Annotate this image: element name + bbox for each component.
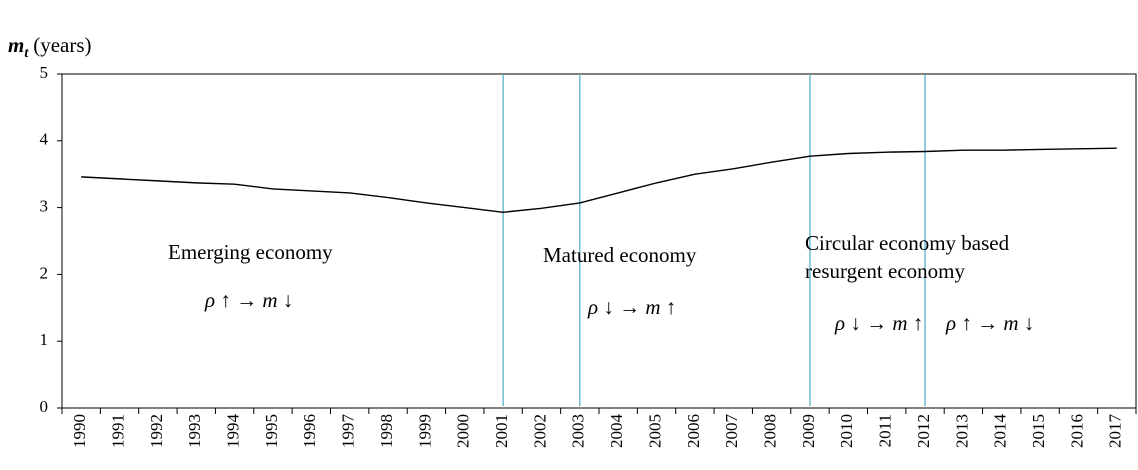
x-tick-label: 1993 (185, 414, 204, 448)
x-tick-label: 2007 (722, 414, 741, 449)
x-tick-label: 1999 (415, 414, 434, 448)
annotation: Circular economy based (805, 231, 1010, 255)
annotation: ρ ↓ → m ↑ (587, 295, 676, 319)
x-tick-label: 1997 (339, 414, 358, 449)
x-tick-label: 1990 (70, 414, 89, 448)
annotation: ρ ↑ → m ↓ (945, 311, 1034, 335)
x-tick-label: 2005 (645, 414, 664, 448)
annotation: Emerging economy (168, 240, 333, 264)
x-tick-label: 1994 (224, 414, 243, 449)
data-line (81, 147, 1117, 213)
x-tick-label: 2010 (837, 414, 856, 448)
x-tick-label: 2017 (1106, 414, 1125, 449)
y-tick-label: 1 (40, 330, 49, 349)
x-tick-label: 2011 (876, 414, 895, 447)
annotation: resurgent economy (805, 259, 965, 283)
x-tick-label: 1998 (377, 414, 396, 448)
x-tick-label: 2003 (569, 414, 588, 448)
x-tick-label: 2009 (799, 414, 818, 448)
y-axis-label: mt (years) (8, 33, 92, 61)
x-tick-label: 1992 (147, 414, 166, 448)
annotation: Matured economy (543, 243, 697, 267)
y-label-unit: (years) (33, 33, 91, 57)
x-tick-label: 1995 (262, 414, 281, 448)
x-tick-label: 2001 (492, 414, 511, 448)
x-tick-label: 2013 (952, 414, 971, 448)
x-tick-label: 2000 (454, 414, 473, 448)
y-label-symbol: m (8, 33, 24, 57)
x-tick-label: 2004 (607, 414, 626, 449)
x-tick-label: 2006 (684, 414, 703, 448)
x-tick-label: 2012 (914, 414, 933, 448)
y-label-subscript: t (24, 46, 29, 61)
x-tick-label: 1996 (300, 414, 319, 448)
x-tick-label: 2014 (991, 414, 1010, 449)
y-tick-label: 0 (40, 397, 49, 416)
y-tick-label: 2 (40, 263, 49, 282)
y-tick-label: 4 (40, 130, 49, 149)
x-tick-label: 1991 (108, 414, 127, 448)
x-tick-label: 2002 (530, 414, 549, 448)
y-tick-label: 5 (40, 63, 49, 82)
x-tick-label: 2015 (1029, 414, 1048, 448)
y-tick-label: 3 (40, 197, 49, 216)
x-tick-label: 2016 (1067, 414, 1086, 448)
annotation: ρ ↑ → m ↓ (204, 288, 293, 312)
annotation: ρ ↓ → m ↑ (834, 311, 923, 335)
x-tick-label: 2008 (761, 414, 780, 448)
